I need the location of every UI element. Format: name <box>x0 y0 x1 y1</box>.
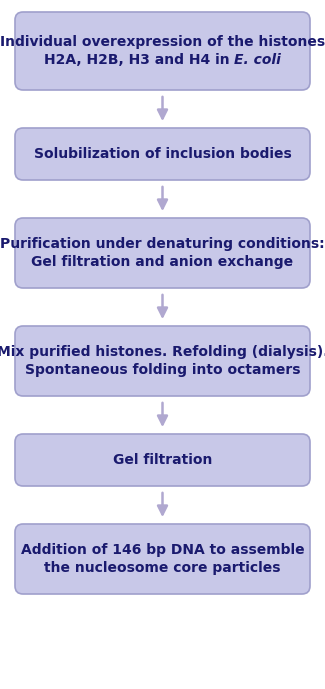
Text: Solubilization of inclusion bodies: Solubilization of inclusion bodies <box>33 147 292 161</box>
FancyBboxPatch shape <box>15 434 310 486</box>
FancyBboxPatch shape <box>15 326 310 396</box>
FancyBboxPatch shape <box>15 218 310 288</box>
Text: H2A, H2B, H3 and H4 in: H2A, H2B, H3 and H4 in <box>44 53 234 67</box>
Text: Purification under denaturing conditions:: Purification under denaturing conditions… <box>0 237 325 251</box>
Text: Addition of 146 bp DNA to assemble: Addition of 146 bp DNA to assemble <box>21 543 304 557</box>
Text: Gel filtration: Gel filtration <box>113 453 212 467</box>
Text: the nucleosome core particles: the nucleosome core particles <box>44 561 281 575</box>
FancyBboxPatch shape <box>15 128 310 180</box>
Text: E. coli: E. coli <box>234 53 281 67</box>
Text: Mix purified histones. Refolding (dialysis).: Mix purified histones. Refolding (dialys… <box>0 345 325 359</box>
Text: Individual overexpression of the histones: Individual overexpression of the histone… <box>0 35 325 49</box>
Text: Spontaneous folding into octamers: Spontaneous folding into octamers <box>25 363 300 377</box>
FancyBboxPatch shape <box>15 12 310 90</box>
FancyBboxPatch shape <box>15 524 310 594</box>
Text: Gel filtration and anion exchange: Gel filtration and anion exchange <box>32 255 293 269</box>
